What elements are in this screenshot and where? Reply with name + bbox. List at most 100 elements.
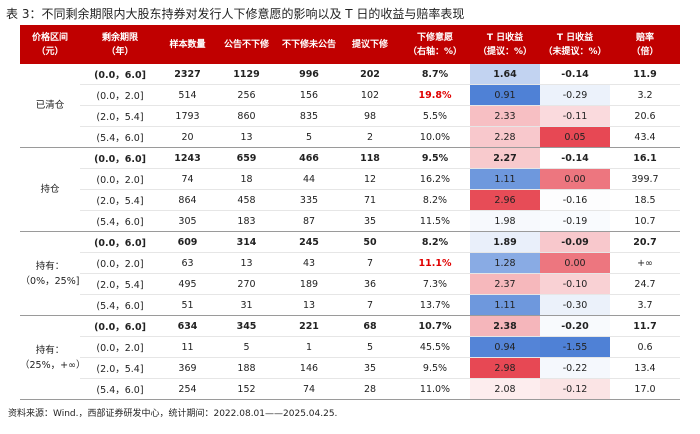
table-cell: 2.28: [470, 126, 540, 148]
table-cell: 2.27: [470, 147, 540, 169]
table-cell: (2.0，5.4]: [80, 273, 160, 295]
column-header: 赔率 （倍）: [610, 25, 680, 64]
table-cell: 35: [340, 357, 400, 379]
table-cell: 28: [340, 378, 400, 400]
table-cell: -0.19: [540, 210, 610, 232]
table-cell: 864: [160, 189, 215, 211]
table-cell: 74: [160, 168, 215, 190]
table-cell: 0.6: [610, 336, 680, 358]
table-cell: (0.0，6.0]: [80, 315, 160, 337]
table-cell: 19.8%: [400, 84, 470, 106]
group-label: 持有： （0%，25%]: [20, 231, 80, 316]
header-line: 价格区间: [31, 32, 68, 43]
table-cell: (0.0，6.0]: [80, 231, 160, 253]
table-cell: 345: [215, 315, 278, 337]
table-cell: 63: [160, 252, 215, 274]
column-header: 剩余期限 （年）: [80, 25, 160, 64]
table-cell: (5.4，6.0]: [80, 294, 160, 316]
table-cell: 71: [340, 189, 400, 211]
table-cell: 1793: [160, 105, 215, 127]
table-cell: 1.11: [470, 168, 540, 190]
table-cell: 11.5%: [400, 210, 470, 232]
table-cell: (0.0，6.0]: [80, 64, 160, 85]
table-row: (2.0，5.4] 369 188 146 35 9.5% 2.98 -0.22 13.4: [20, 357, 680, 379]
table-cell: 20.6: [610, 105, 680, 127]
table-cell: 13: [215, 126, 278, 148]
table-cell: 5: [340, 336, 400, 358]
header-line: 样本数量: [169, 39, 206, 50]
table-cell: 31: [215, 294, 278, 316]
table-cell: 11.0%: [400, 378, 470, 400]
table-cell: 2327: [160, 64, 215, 85]
table-row: 持仓 (0.0，6.0] 1243 659 466 118 9.5% 2.27 -0.14 16.…: [20, 147, 680, 232]
header-line: （未提议：%）: [543, 46, 607, 57]
column-header: 下修意愿 （右轴：%）: [400, 25, 470, 64]
table-cell: 2.37: [470, 273, 540, 295]
table-row: (0.0，2.0] 74 18 44 12 16.2% 1.11 0.00 399.7: [20, 168, 680, 190]
table-cell: 44: [278, 168, 340, 190]
table-row: 持有： （25%，+∞） (0.0，6.0] 634 345 221 68 10.7% 2.38…: [20, 315, 680, 400]
table-row: (2.0，5.4] 864 458 335 71 8.2% 2.96 -0.16 18.5: [20, 189, 680, 211]
table-cell: 13: [215, 252, 278, 274]
header-row: 价格区间 （元） 剩余期限 （年） 样本数量 公告不下修 不下修未公告 提议下修 下修意愿 （右轴…: [20, 25, 680, 64]
table-cell: 16.1: [610, 147, 680, 169]
group-label-line: 持有：: [35, 260, 65, 272]
table-cell: 835: [278, 105, 340, 127]
table-cell: 18: [215, 168, 278, 190]
table-row: 已清仓 (0.0，6.0] 2327 1129 996 202 8.7% 1.64 -0.14 1…: [20, 64, 680, 148]
table-cell: 8.2%: [400, 231, 470, 253]
header-line: 公告不下修: [223, 39, 269, 50]
table-cell: 3.7: [610, 294, 680, 316]
table-cell: 202: [340, 64, 400, 85]
table-cell: -0.11: [540, 105, 610, 127]
table-cell: 152: [215, 378, 278, 400]
table-cell: 495: [160, 273, 215, 295]
table-cell: 17.0: [610, 378, 680, 400]
table-row: (2.0，5.4] 495 270 189 36 7.3% 2.37 -0.10 24.7: [20, 273, 680, 295]
table-cell: 335: [278, 189, 340, 211]
table-cell: 466: [278, 147, 340, 169]
group-label-line: 持仓: [40, 184, 60, 195]
table-cell: 189: [278, 273, 340, 295]
table-cell: 1.89: [470, 231, 540, 253]
table-cell: (0.0，2.0]: [80, 84, 160, 106]
table-cell: 43.4: [610, 126, 680, 148]
table-cell: 20.7: [610, 231, 680, 253]
table-cell: -0.20: [540, 315, 610, 337]
table-cell: 0.00: [540, 168, 610, 190]
table-row: (0.0，2.0] 11 5 1 5 45.5% 0.94 -1.55 0.6: [20, 336, 680, 358]
table-cell: 11.1%: [400, 252, 470, 274]
source-note: 资料来源：Wind.，西部证券研发中心，统计期间：2022.08.01——202…: [8, 409, 338, 419]
table-cell: 10.7: [610, 210, 680, 232]
table-cell: 221: [278, 315, 340, 337]
table-cell: 20: [160, 126, 215, 148]
table-cell: 11.7: [610, 315, 680, 337]
table-cell: 1129: [215, 64, 278, 85]
group-label: 已清仓: [20, 64, 80, 148]
table-cell: 8.7%: [400, 64, 470, 85]
table-cell: 0.00: [540, 252, 610, 274]
table-row: (5.4，6.0] 254 152 74 28 11.0% 2.08 -0.12 17.0: [20, 378, 680, 400]
table-cell: 188: [215, 357, 278, 379]
group-label: 持有： （25%，+∞）: [20, 315, 86, 400]
table-cell: 458: [215, 189, 278, 211]
table-cell: 18.5: [610, 189, 680, 211]
header-line: （右轴：%）: [407, 46, 463, 57]
table-cell: 2.96: [470, 189, 540, 211]
table-row: (5.4，6.0] 20 13 5 2 10.0% 2.28 0.05 43.4: [20, 126, 680, 148]
table-cell: 50: [340, 231, 400, 253]
table-cell: 13.7%: [400, 294, 470, 316]
table-cell: -1.55: [540, 336, 610, 358]
table-cell: 2: [340, 126, 400, 148]
table-cell: 43: [278, 252, 340, 274]
table-cell: 256: [215, 84, 278, 106]
table-row: (0.0，2.0] 63 13 43 7 11.1% 1.28 0.00 +∞: [20, 252, 680, 274]
table-cell: 146: [278, 357, 340, 379]
table-cell: 11.9: [610, 64, 680, 85]
group-label-line: 已清仓: [35, 100, 65, 111]
table-cell: 102: [340, 84, 400, 106]
table-cell: -0.10: [540, 273, 610, 295]
column-header: 不下修未公告: [278, 25, 340, 64]
table-cell: 16.2%: [400, 168, 470, 190]
